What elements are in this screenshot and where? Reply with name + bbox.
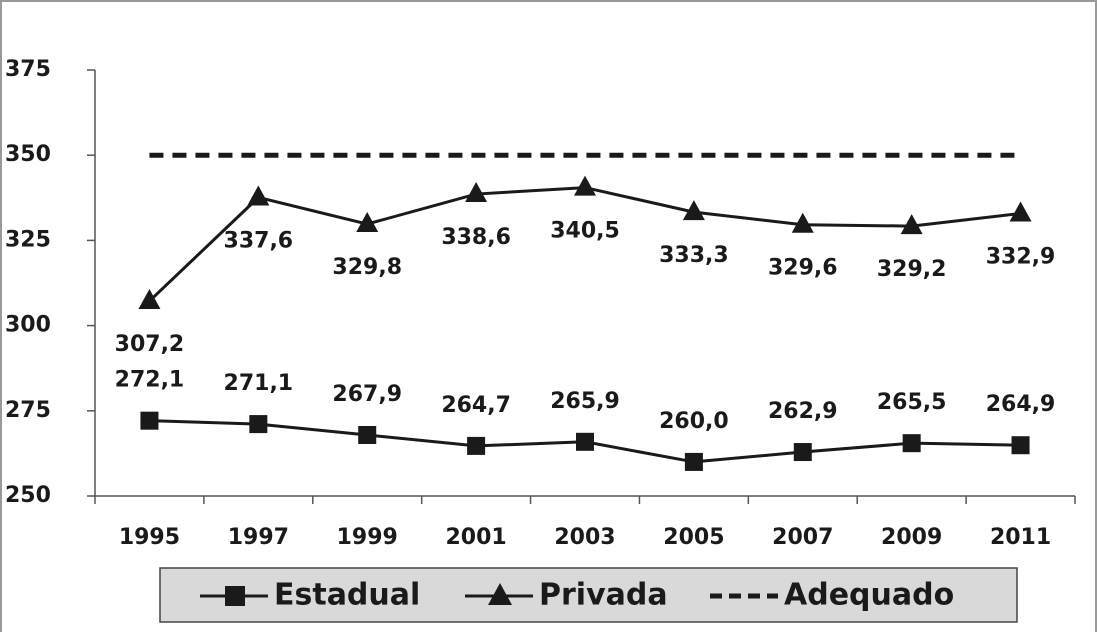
data-point [682,200,705,221]
x-tick-label: 2003 [554,525,615,550]
data-label: 338,6 [441,225,511,250]
data-label: 329,6 [768,256,838,281]
data-label: 307,2 [115,332,185,357]
data-point [140,411,159,430]
y-tick-label: 250 [5,483,51,508]
legend-marker [488,583,512,605]
data-point [574,175,596,196]
x-tick-label: 1997 [228,525,289,550]
data-label: 262,9 [768,399,838,424]
data-point [902,434,921,453]
data-point [791,212,814,233]
data-point [1009,201,1032,222]
data-point [576,432,594,451]
data-point [467,436,486,455]
x-tick-label: 2011 [990,525,1051,550]
data-label: 272,1 [115,368,185,393]
legend-marker [225,586,245,606]
legend-box [159,567,1018,623]
data-label: 329,2 [877,257,947,282]
data-point [465,182,488,203]
data-label: 265,5 [877,390,947,415]
data-label: 264,7 [441,393,511,418]
y-tick-label: 300 [5,313,51,338]
x-tick-label: 1999 [337,525,398,550]
data-point [684,452,703,471]
x-tick-label: 2009 [881,525,942,550]
data-label: 340,5 [550,219,620,244]
y-tick-label: 275 [5,398,51,423]
x-tick-label: 2001 [445,525,506,550]
data-point [900,214,923,235]
legend-label: Privada [539,578,668,613]
data-label: 333,3 [659,243,729,268]
x-tick-label: 1995 [119,525,180,550]
y-tick-label: 325 [5,227,51,252]
y-tick-label: 350 [5,142,51,167]
legend-label: Estadual [274,578,420,613]
x-tick-label: 2007 [772,525,833,550]
data-point [793,443,812,462]
data-label: 337,6 [224,228,294,253]
data-point [1011,436,1030,455]
data-label: 271,1 [224,371,294,396]
data-point [356,212,379,233]
data-label: 267,9 [332,382,402,407]
x-tick-label: 2005 [663,525,724,550]
data-label: 264,9 [986,392,1056,417]
data-label: 265,9 [550,389,620,414]
data-label: 260,0 [659,409,729,434]
data-point [247,185,270,206]
data-point [249,415,268,434]
legend-label: Adequado [784,578,954,613]
data-label: 332,9 [986,244,1056,269]
y-tick-label: 375 [5,57,51,82]
data-point [138,289,161,310]
data-label: 329,8 [332,255,402,280]
data-point [358,425,377,444]
